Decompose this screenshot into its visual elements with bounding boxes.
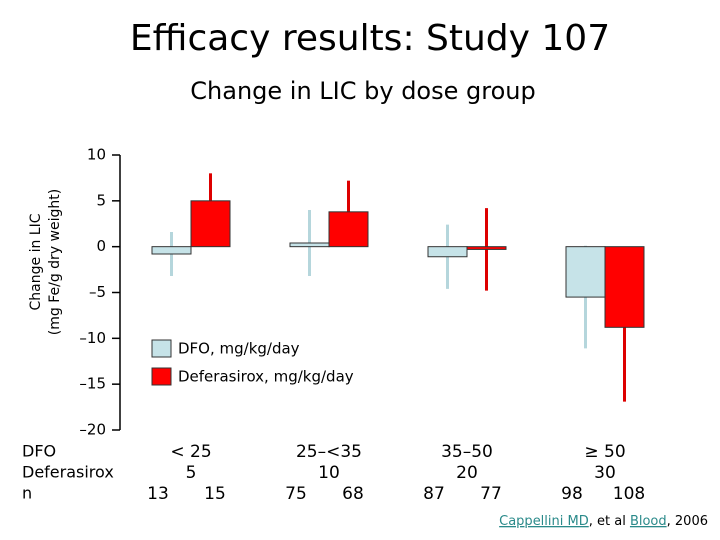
dose-label: 25–<35 <box>296 442 362 462</box>
bar <box>604 246 645 328</box>
dose-label: 5 <box>186 463 197 483</box>
bar <box>466 246 507 250</box>
row-label: DFO <box>22 442 56 461</box>
bar <box>328 211 369 248</box>
citation-author: Cappellini MD <box>499 514 589 529</box>
n-label: 98 <box>561 484 583 504</box>
n-label: 108 <box>613 484 645 504</box>
bar <box>190 200 231 248</box>
legend-swatch <box>151 339 172 358</box>
y-axis-label: Change in LIC <box>28 213 44 310</box>
y-tick-label: 0 <box>96 237 106 255</box>
bar <box>565 246 606 298</box>
y-tick-label: –5 <box>89 283 106 301</box>
y-tick-label: –20 <box>79 421 106 439</box>
n-label: 75 <box>285 484 307 504</box>
y-tick-label: –15 <box>79 375 106 393</box>
n-label: 77 <box>480 484 502 504</box>
citation-text: , et al <box>589 514 630 529</box>
row-label: n <box>22 484 32 503</box>
row-label: Deferasirox <box>22 463 114 482</box>
citation-journal: Blood <box>630 514 667 529</box>
chart-subtitle: Change in LIC by dose group <box>190 77 535 105</box>
n-label: 13 <box>147 484 169 504</box>
n-label: 15 <box>204 484 226 504</box>
y-tick-label: –10 <box>79 329 106 347</box>
y-tick-label: 5 <box>96 191 106 209</box>
citation-text: , 2006 <box>667 514 708 529</box>
bar <box>151 246 192 255</box>
bar <box>427 246 468 258</box>
dose-label: 30 <box>594 463 616 483</box>
legend-swatch <box>151 367 172 386</box>
dose-label: < 25 <box>170 442 211 462</box>
bar <box>289 242 330 248</box>
y-axis-label: (mg Fe/g dry weight) <box>47 189 63 335</box>
dose-label: 10 <box>318 463 340 483</box>
n-label: 68 <box>342 484 364 504</box>
slide-title: Efficacy results: Study 107 <box>130 18 610 59</box>
dose-label: ≥ 50 <box>584 442 625 462</box>
legend-label: Deferasirox, mg/kg/day <box>178 368 354 386</box>
n-label: 87 <box>423 484 445 504</box>
citation: Cappellini MD, et al Blood, 2006 <box>499 514 708 529</box>
y-tick-label: 10 <box>87 146 106 164</box>
legend-label: DFO, mg/kg/day <box>178 340 300 358</box>
dose-label: 35–50 <box>441 442 493 462</box>
dose-label: 20 <box>456 463 478 483</box>
